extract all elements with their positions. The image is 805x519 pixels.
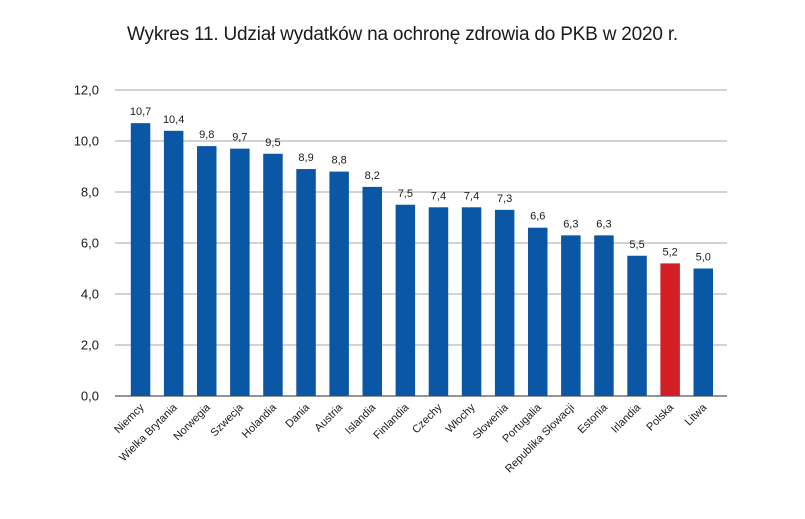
bar-7 [362, 186, 382, 396]
bar-3 [230, 148, 250, 396]
bar-14 [594, 235, 614, 396]
x-tick-label: Irlandia [609, 401, 644, 436]
x-tick-label: Czechy [410, 401, 445, 436]
y-tick-label: 2,0 [81, 338, 99, 353]
bar-10 [461, 207, 482, 396]
data-label: 6,3 [596, 218, 611, 230]
bar-0 [130, 123, 151, 397]
data-label: 8,8 [332, 155, 347, 167]
x-tick-label: Holandia [240, 401, 280, 441]
bar-17 [693, 268, 713, 396]
y-tick-label: 12,0 [74, 83, 99, 98]
bar-5 [296, 169, 316, 396]
data-label: 8,2 [365, 170, 380, 182]
bars [130, 123, 713, 397]
bar-11 [494, 209, 515, 396]
data-label: 8,9 [298, 152, 313, 164]
chart-title: Wykres 11. Udział wydatków na ochronę zd… [126, 24, 678, 45]
bar-4 [263, 153, 283, 396]
x-tick-label: Dania [283, 401, 312, 430]
y-tick-label: 8,0 [81, 185, 99, 200]
x-tick-label: Norwegia [172, 401, 214, 443]
data-label: 10,7 [130, 106, 151, 118]
x-tick-label: Litwa [683, 401, 710, 428]
data-label: 9,5 [265, 137, 280, 149]
bar-16 [660, 263, 680, 396]
data-label: 7,3 [497, 193, 512, 205]
data-label: 6,3 [563, 218, 578, 230]
bar-8 [395, 204, 416, 396]
data-label: 6,6 [530, 211, 545, 223]
x-tick-label: Polska [644, 401, 676, 433]
y-tick-label: 0,0 [81, 389, 99, 404]
bar-2 [197, 146, 217, 396]
x-tick-label: Finlandia [371, 401, 412, 442]
data-labels: 10,7 10,4 9,8 9,7 9,5 8,9 8,8 8,2 7,5 7,4 7,4 7,3 6,… [130, 106, 711, 263]
data-label: 7,5 [398, 188, 413, 200]
grid-layer [115, 89, 727, 397]
data-label: 5,5 [629, 239, 644, 251]
x-tick-label: Estonia [576, 401, 611, 436]
x-tick-label: Wielka Brytania [117, 401, 180, 464]
bar-13 [561, 235, 581, 396]
data-label: 9,7 [232, 132, 247, 144]
y-tick-label: 6,0 [81, 236, 99, 251]
data-label: 5,2 [663, 246, 678, 258]
bar-15 [627, 255, 647, 396]
bar-9 [428, 207, 449, 396]
y-axis-ticks: 0,0 2,0 4,0 6,0 8,0 10,0 12,0 [74, 83, 99, 404]
data-label: 7,4 [464, 190, 479, 202]
x-tick-label: Austria [313, 401, 346, 434]
y-tick-label: 4,0 [81, 287, 99, 302]
data-label: 10,4 [163, 114, 184, 126]
y-tick-label: 10,0 [74, 134, 99, 149]
bar-6 [329, 171, 349, 396]
data-label: 5,0 [696, 252, 711, 264]
bar-1 [163, 130, 184, 397]
data-label: 9,8 [199, 129, 214, 141]
bar-12 [528, 227, 548, 396]
data-label: 7,4 [431, 190, 446, 202]
